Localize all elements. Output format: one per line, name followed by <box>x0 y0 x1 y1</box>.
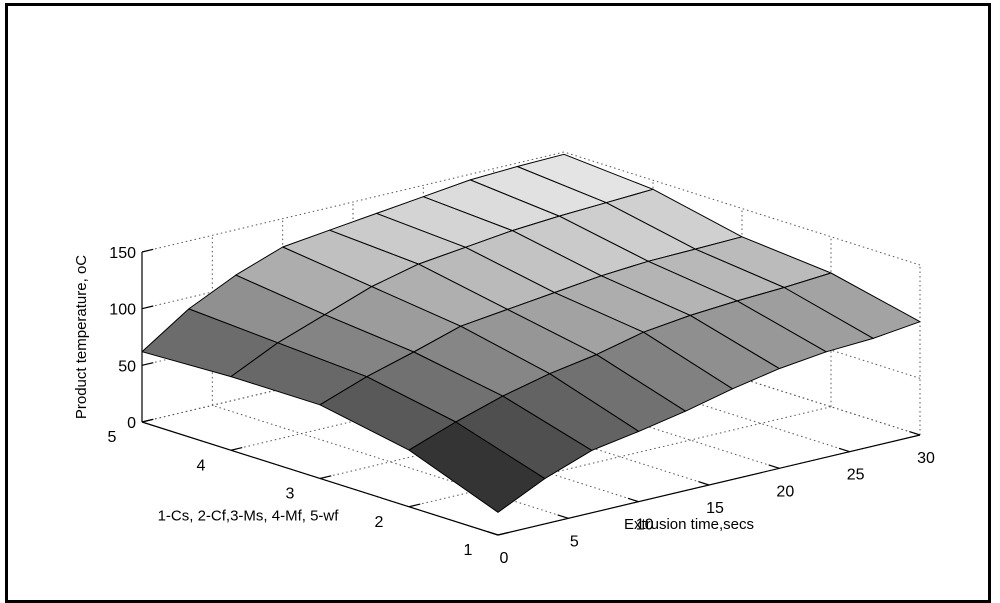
z-tick-mark <box>141 362 154 366</box>
x-tick-label: 15 <box>706 500 724 517</box>
y-axis-label: 1-Cs, 2-Cf,3-Ms, 4-Mf, 5-wf <box>158 508 340 525</box>
grid-line <box>212 404 569 519</box>
grid-line <box>563 151 921 266</box>
surface-layer <box>141 153 921 513</box>
x-tick-label: 10 <box>636 517 654 534</box>
x-tick-label: 0 <box>500 550 509 567</box>
x-tick-label: 25 <box>847 467 865 484</box>
z-axis-label: Product temperature, oC <box>73 255 90 419</box>
y-tick-label: 4 <box>197 457 206 474</box>
x-tick-label: 5 <box>570 533 579 550</box>
z-tick-mark <box>141 418 154 423</box>
axis-layer <box>141 248 921 536</box>
y-tick-mark <box>319 475 332 480</box>
x-tick-mark <box>487 531 499 536</box>
y-tick-label: 3 <box>286 486 295 503</box>
z-tick-label: 100 <box>109 302 136 319</box>
z-tick-mark <box>141 248 154 253</box>
y-tick-label: 5 <box>108 429 117 446</box>
x-tick-mark <box>768 464 780 469</box>
y-tick-mark <box>497 531 510 536</box>
z-tick-mark <box>141 305 154 310</box>
x-axis-label: Extrusion time,secs <box>624 516 754 533</box>
x-tick-mark <box>698 481 710 486</box>
surface-facet <box>408 421 546 513</box>
y-tick-label: 1 <box>464 542 473 559</box>
figure-frame: 0 5 10 15 20 25 30 1 2 3 4 5 0 50 100 150 Extrusion time… <box>5 3 991 603</box>
y-tick-label: 2 <box>375 514 384 531</box>
y-tick-mark <box>408 503 421 508</box>
z-tick-label: 150 <box>109 245 136 262</box>
z-tick-label: 50 <box>118 358 136 375</box>
x-tick-label: 20 <box>776 483 794 500</box>
grid-line <box>141 151 565 253</box>
x-tick-mark <box>909 431 921 436</box>
x-tick-mark <box>627 497 639 503</box>
y-tick-mark <box>230 446 243 451</box>
x-tick-label: 30 <box>917 450 935 467</box>
x-tick-mark <box>557 514 569 519</box>
z-tick-label: 0 <box>127 415 136 432</box>
x-tick-mark <box>838 447 850 453</box>
